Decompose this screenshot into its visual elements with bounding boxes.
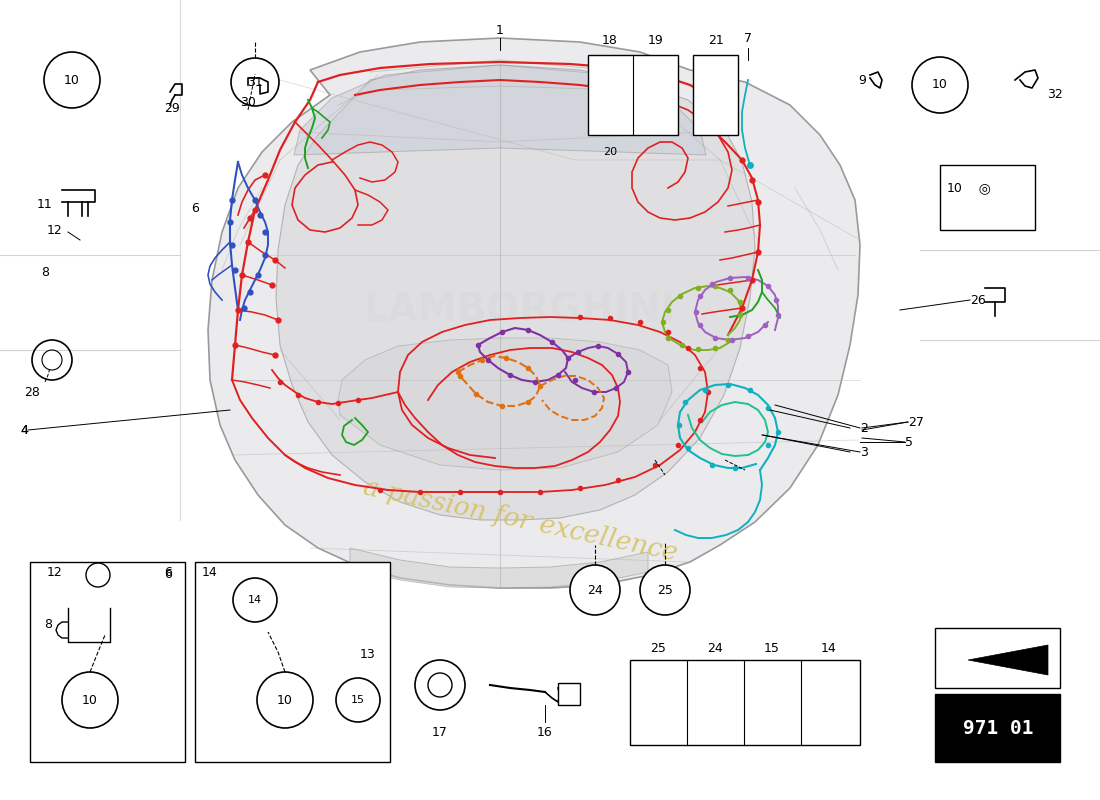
Circle shape — [570, 565, 620, 615]
Text: 17: 17 — [432, 726, 448, 738]
Circle shape — [640, 565, 690, 615]
Text: 31: 31 — [248, 75, 263, 89]
Text: 10: 10 — [82, 694, 98, 706]
Text: 27: 27 — [908, 415, 924, 429]
Circle shape — [44, 52, 100, 108]
Polygon shape — [338, 338, 672, 470]
Text: 13: 13 — [360, 649, 376, 662]
Bar — [935, 628, 1060, 688]
Text: 10: 10 — [947, 182, 962, 194]
Bar — [693, 55, 738, 135]
Bar — [195, 562, 390, 762]
Polygon shape — [294, 65, 706, 155]
Text: 19: 19 — [648, 34, 664, 47]
Text: 6: 6 — [164, 566, 172, 578]
Circle shape — [336, 678, 380, 722]
Text: 24: 24 — [707, 642, 723, 654]
Bar — [558, 683, 580, 705]
Polygon shape — [208, 38, 860, 588]
Text: 32: 32 — [1047, 89, 1063, 102]
Polygon shape — [276, 65, 755, 520]
Text: 7: 7 — [744, 31, 752, 45]
Text: 6: 6 — [164, 569, 172, 582]
Text: 2: 2 — [860, 422, 868, 434]
Text: LAMBORGHINI: LAMBORGHINI — [364, 291, 676, 329]
Text: 25: 25 — [650, 642, 666, 654]
Text: 18: 18 — [602, 34, 618, 47]
Polygon shape — [968, 645, 1048, 675]
Bar — [935, 694, 1060, 762]
Text: 15: 15 — [764, 642, 780, 654]
Circle shape — [62, 672, 118, 728]
Text: 29: 29 — [164, 102, 180, 114]
Bar — [588, 55, 678, 135]
Text: 12: 12 — [47, 223, 63, 237]
Text: 14: 14 — [248, 595, 262, 605]
Text: 9: 9 — [858, 74, 866, 86]
Text: 25: 25 — [657, 583, 673, 597]
Text: 30: 30 — [240, 95, 256, 109]
Text: 5: 5 — [905, 435, 913, 449]
Circle shape — [257, 672, 314, 728]
Bar — [30, 562, 185, 762]
Text: 1: 1 — [496, 23, 504, 37]
Text: 20: 20 — [603, 147, 617, 157]
Text: 3: 3 — [860, 446, 868, 458]
Text: ◎: ◎ — [969, 181, 990, 195]
Text: 26: 26 — [970, 294, 986, 306]
Text: 16: 16 — [537, 726, 553, 738]
Text: 15: 15 — [351, 695, 365, 705]
Text: 10: 10 — [277, 694, 293, 706]
Text: 28: 28 — [24, 386, 40, 398]
Text: 24: 24 — [587, 583, 603, 597]
Text: 8: 8 — [41, 266, 50, 278]
Bar — [940, 165, 1035, 230]
Text: 10: 10 — [64, 74, 80, 86]
Circle shape — [912, 57, 968, 113]
Bar — [630, 660, 860, 745]
Text: 6: 6 — [191, 202, 199, 214]
Text: 971 01: 971 01 — [962, 718, 1033, 738]
Text: 21: 21 — [708, 34, 724, 47]
Text: 14: 14 — [821, 642, 837, 654]
Circle shape — [231, 58, 279, 106]
Text: 4: 4 — [20, 423, 28, 437]
Text: a passion for excellence: a passion for excellence — [361, 474, 680, 566]
Text: 10: 10 — [932, 78, 948, 91]
Polygon shape — [350, 548, 648, 588]
Circle shape — [233, 578, 277, 622]
Text: 14: 14 — [202, 566, 218, 578]
Text: 11: 11 — [37, 198, 53, 211]
Text: 12: 12 — [47, 566, 63, 578]
Text: 4: 4 — [20, 423, 28, 437]
Text: 8: 8 — [44, 618, 52, 631]
